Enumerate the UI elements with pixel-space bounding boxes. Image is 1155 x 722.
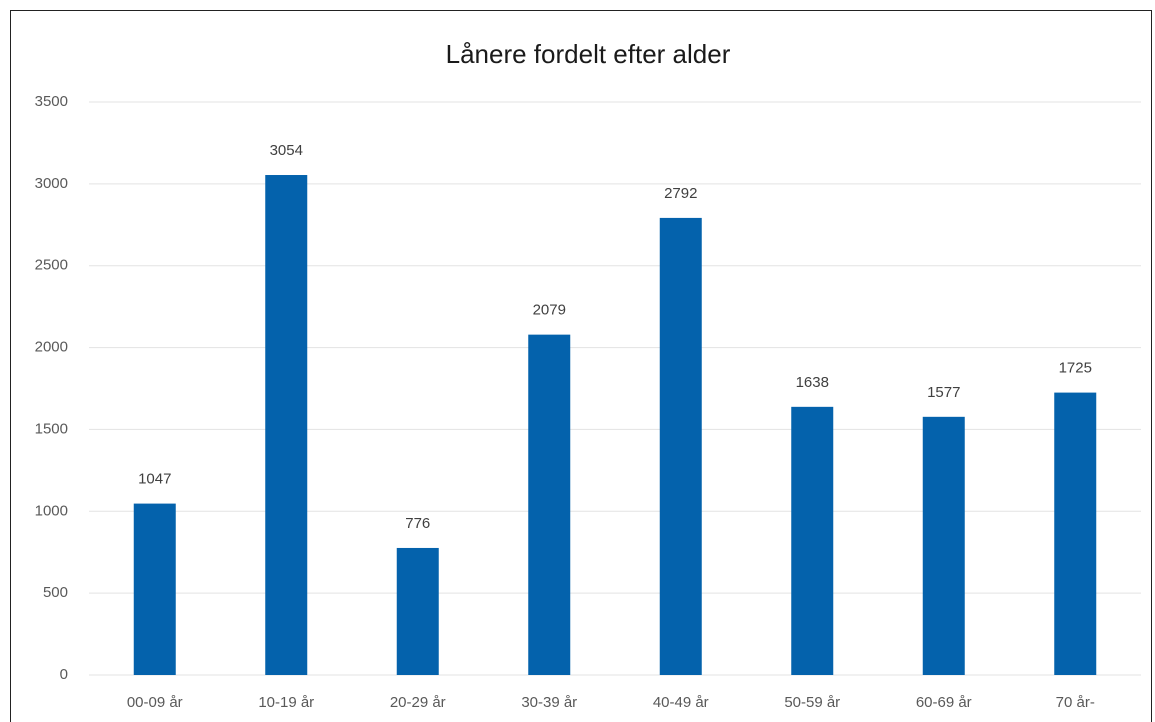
data-label: 776 — [405, 515, 430, 532]
bar — [528, 334, 571, 675]
data-label: 2792 — [664, 185, 697, 202]
y-tick-label: 0 — [60, 666, 68, 683]
bar — [396, 547, 439, 675]
x-tick-label: 70 år- — [1056, 694, 1095, 711]
chart-border — [10, 10, 1152, 722]
y-tick-label: 500 — [43, 584, 68, 601]
x-tick-label: 00-09 år — [127, 694, 183, 711]
y-tick-label: 2500 — [35, 257, 68, 274]
data-label: 1047 — [138, 471, 171, 488]
x-tick-label: 60-69 år — [916, 694, 972, 711]
y-tick-label: 3500 — [35, 93, 68, 110]
data-label: 1577 — [927, 384, 960, 401]
bar — [1054, 392, 1097, 675]
x-tick-label: 20-29 år — [390, 694, 446, 711]
data-label: 1725 — [1059, 360, 1092, 377]
chart-title: Lånere fordelt efter alder — [446, 39, 731, 69]
x-tick-label: 50-59 år — [784, 694, 840, 711]
data-label: 3054 — [270, 142, 303, 159]
bar — [265, 175, 308, 675]
x-tick-label: 10-19 år — [258, 694, 314, 711]
bar — [791, 406, 834, 675]
y-tick-label: 1000 — [35, 502, 68, 519]
y-tick-label: 2000 — [35, 339, 68, 356]
y-tick-label: 3000 — [35, 175, 68, 192]
x-tick-label: 30-39 år — [521, 694, 577, 711]
bar — [659, 217, 702, 675]
x-tick-label: 40-49 år — [653, 694, 709, 711]
data-label: 1638 — [796, 374, 829, 391]
y-tick-label: 1500 — [35, 420, 68, 437]
bar — [133, 503, 176, 675]
bar — [922, 416, 965, 675]
data-label: 2079 — [533, 302, 566, 319]
